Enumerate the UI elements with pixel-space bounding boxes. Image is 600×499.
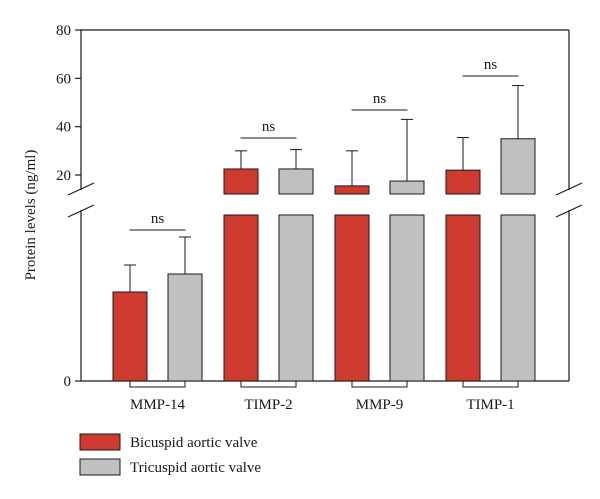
significance-label: ns xyxy=(151,211,165,227)
category-bracket xyxy=(129,381,186,388)
bar xyxy=(223,168,259,195)
category-bracket xyxy=(240,381,297,388)
bar xyxy=(500,214,536,382)
bar xyxy=(278,214,314,382)
y-tick-label: 40 xyxy=(56,120,71,136)
bar xyxy=(278,168,314,195)
y-tick-label: 20 xyxy=(56,168,71,184)
bar xyxy=(223,214,259,382)
legend-swatch xyxy=(79,458,121,476)
x-tick-label: TIMP-1 xyxy=(466,397,514,413)
x-tick-label: TIMP-2 xyxy=(244,397,292,413)
axis-break-mark-right xyxy=(555,182,583,196)
y-tick-label: 0 xyxy=(64,374,72,390)
bar xyxy=(334,185,370,195)
significance-label: ns xyxy=(262,119,276,135)
bars xyxy=(112,138,536,382)
bar xyxy=(389,180,425,195)
legend-swatch xyxy=(79,433,121,451)
bar xyxy=(445,214,481,382)
bar xyxy=(389,214,425,382)
bar xyxy=(112,291,148,382)
y-tick-label: 80 xyxy=(56,23,71,39)
x-tick-label: MMP-14 xyxy=(130,397,186,413)
x-tick-label: MMP-9 xyxy=(356,397,404,413)
tick-labels: 20 40 60 80 0 Protein levels (ng/ml) MMP-14 TIM… xyxy=(23,23,515,413)
bar xyxy=(500,138,536,195)
bar xyxy=(167,273,203,382)
y-axis-label: Protein levels (ng/ml) xyxy=(23,150,39,281)
axis-break-mark-left xyxy=(67,182,95,196)
bar xyxy=(445,169,481,195)
category-bracket xyxy=(462,381,519,388)
category-bracket xyxy=(351,381,408,388)
legend: Bicuspid aortic valve Tricuspid aortic va… xyxy=(79,433,261,476)
bar xyxy=(334,214,370,382)
legend-label: Tricuspid aortic valve xyxy=(130,460,261,476)
significance-label: ns xyxy=(373,91,387,107)
significance-brackets: ns ns ns ns xyxy=(129,57,519,231)
error-bars xyxy=(124,85,524,292)
legend-label: Bicuspid aortic valve xyxy=(130,435,258,451)
axis-break-mark-right xyxy=(555,204,583,218)
significance-label: ns xyxy=(484,57,498,73)
y-tick-label: 60 xyxy=(56,71,71,87)
axes xyxy=(67,29,583,388)
axis-break-mark-left xyxy=(67,204,95,218)
